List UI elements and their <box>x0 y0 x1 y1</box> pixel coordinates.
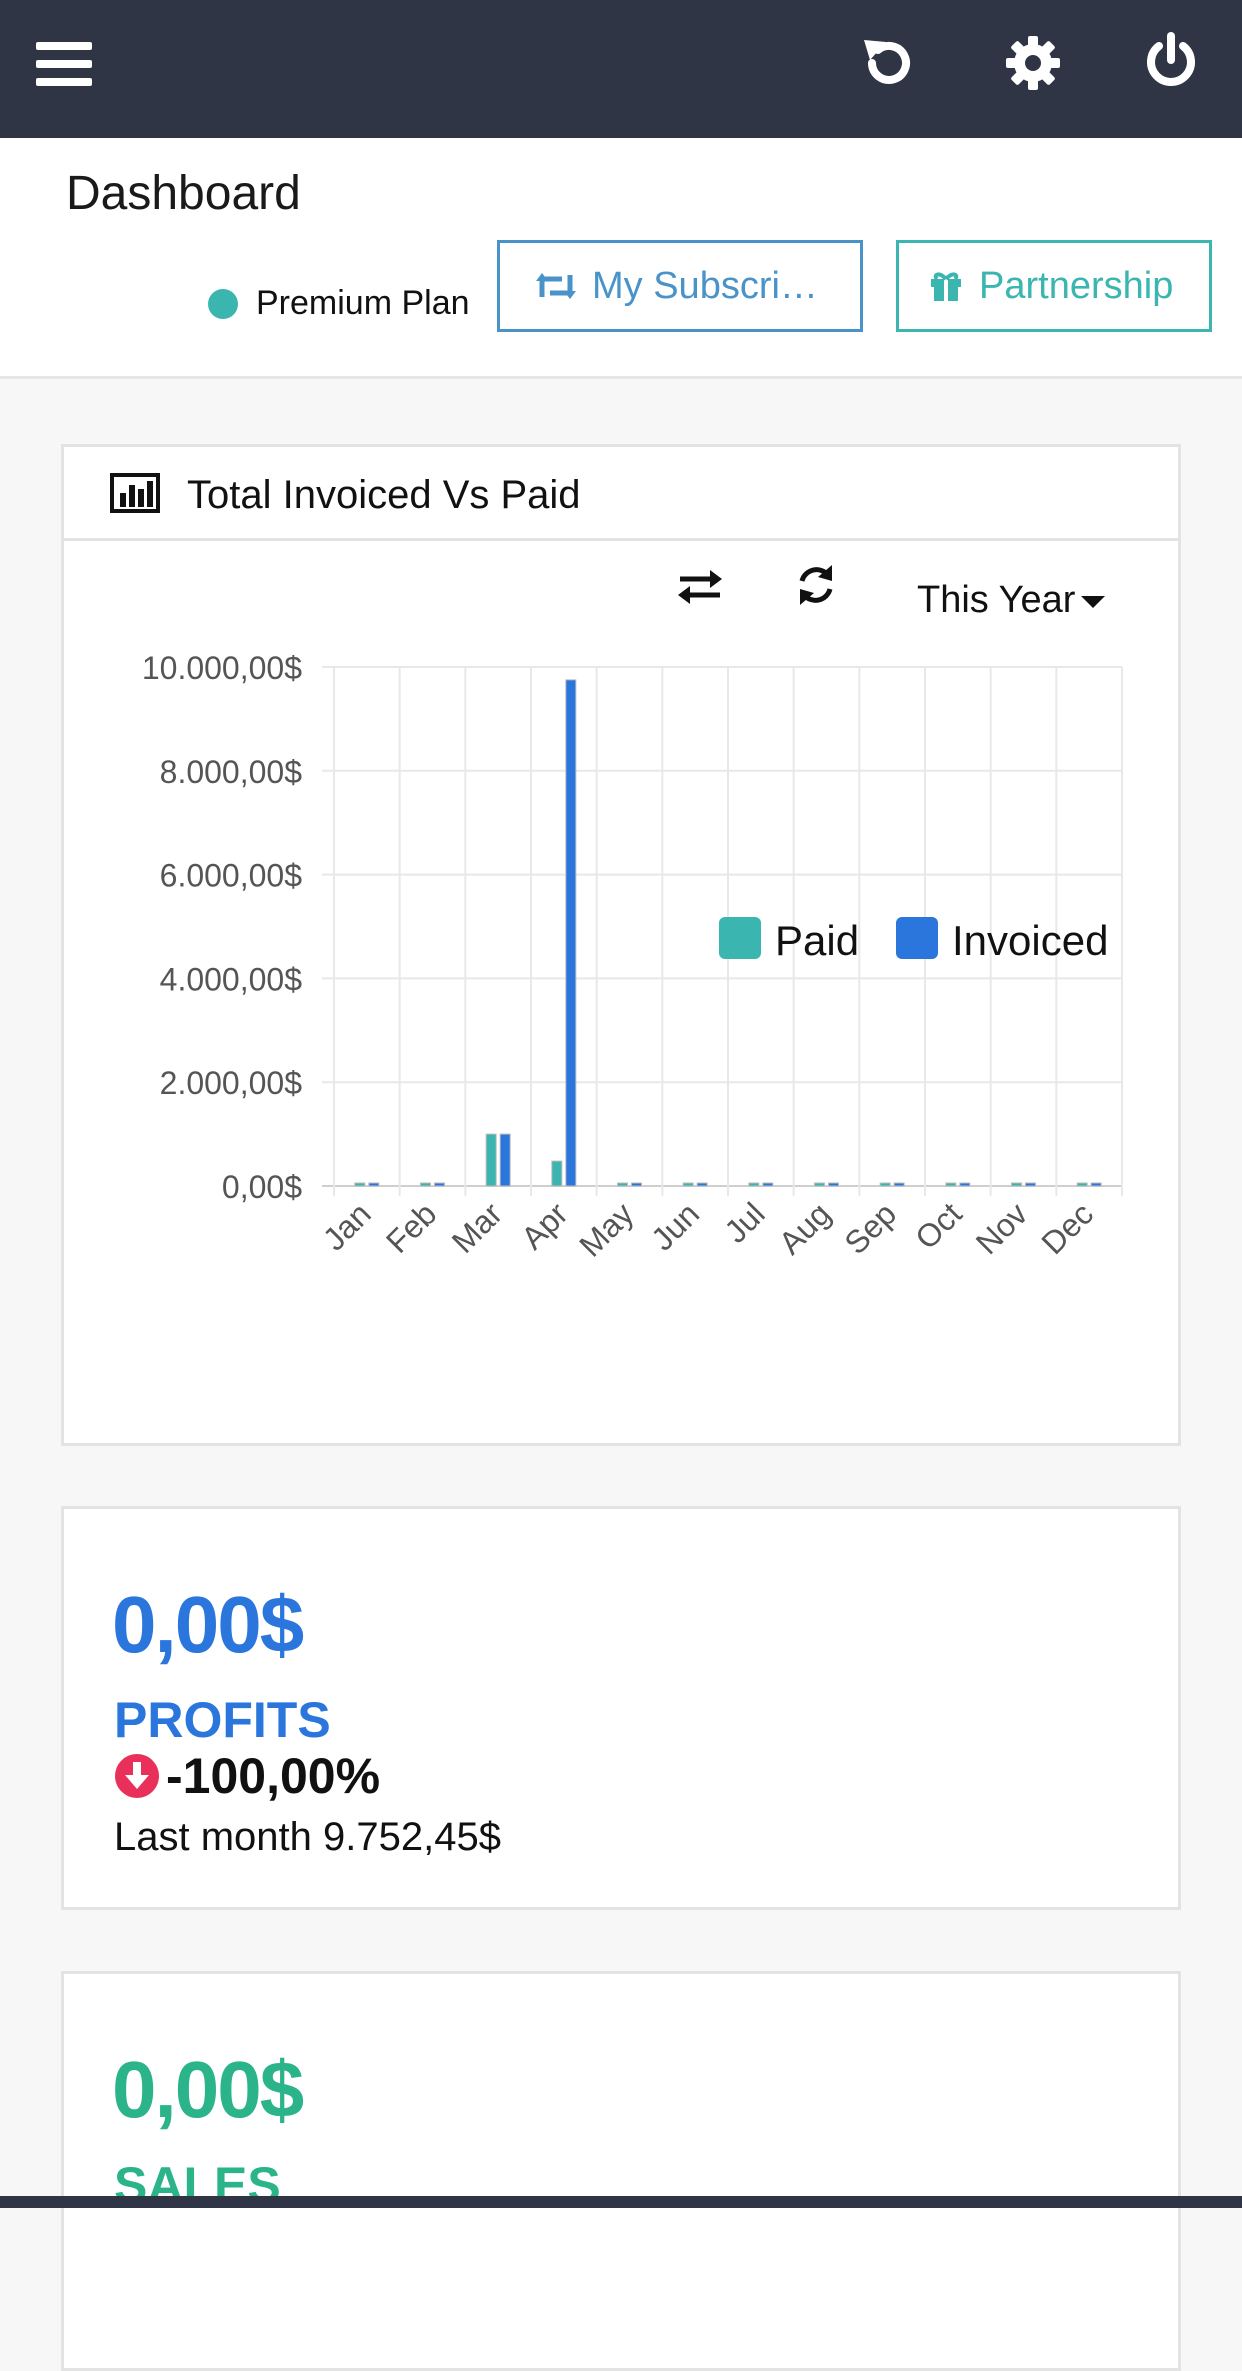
bar-invoiced-sep <box>893 1182 905 1187</box>
gear-icon[interactable] <box>1004 34 1062 92</box>
my-subscription-label: My Subscri… <box>592 264 818 307</box>
gift-icon <box>931 272 961 301</box>
dashboard-header: Dashboard Premium Plan My Subscri… Partn… <box>0 138 1242 379</box>
legend-swatch-invoiced <box>896 917 938 959</box>
plan-label: Premium Plan <box>256 284 470 322</box>
profits-change-value: -100,00% <box>166 1748 381 1804</box>
bar-invoiced-jan <box>368 1182 380 1187</box>
profits-value: 0,00$ <box>112 1580 304 1669</box>
my-subscription-button[interactable]: My Subscri… <box>497 240 863 332</box>
y-tick-label: 4.000,00$ <box>160 961 303 997</box>
bar-invoiced-may <box>631 1182 642 1187</box>
y-tick-label: 2.000,00$ <box>160 1065 303 1101</box>
bar-invoiced-mar <box>499 1133 511 1187</box>
y-tick-label: 6.000,00$ <box>160 858 303 894</box>
bar-paid-feb <box>420 1182 431 1187</box>
bar-paid-jan <box>354 1182 366 1187</box>
x-tick-label: Dec <box>1034 1195 1100 1261</box>
y-tick-label: 0,00$ <box>222 1169 302 1205</box>
x-tick-label: Mar <box>445 1195 510 1260</box>
legend-label-paid: Paid <box>775 917 859 964</box>
chevron-down-icon <box>1081 595 1106 608</box>
refresh-icon[interactable] <box>794 563 838 607</box>
bar-invoiced-nov <box>1025 1182 1036 1187</box>
x-tick-label: Sep <box>837 1195 903 1261</box>
page-title: Dashboard <box>66 167 301 220</box>
bar-paid-sep <box>879 1182 891 1187</box>
bar-invoiced-jun <box>696 1182 708 1187</box>
plan-indicator: Premium Plan <box>208 284 470 323</box>
x-tick-label: Jun <box>644 1195 706 1257</box>
chart-card-title: Total Invoiced Vs Paid <box>187 473 581 517</box>
x-tick-label: Jan <box>316 1195 378 1257</box>
bar-invoiced-feb <box>434 1182 445 1187</box>
invoiced-vs-paid-card: Total Invoiced Vs Paid This Year 0,00$ 2.… <box>61 444 1181 1446</box>
bar-invoiced-oct <box>959 1182 971 1187</box>
menu-icon[interactable] <box>36 40 92 88</box>
x-tick-label: Oct <box>908 1195 969 1256</box>
profits-change: -100,00% <box>114 1747 380 1805</box>
partnership-button[interactable]: Partnership <box>896 240 1212 332</box>
sales-value: 0,00$ <box>112 2045 304 2134</box>
profits-label: PROFITS <box>114 1692 331 1748</box>
x-tick-label: May <box>572 1195 640 1263</box>
bar-paid-apr <box>551 1160 563 1187</box>
retweet-icon <box>536 273 576 299</box>
bar-paid-dec <box>1076 1182 1088 1187</box>
date-range-label: This Year <box>917 579 1076 621</box>
x-tick-label: Nov <box>969 1195 1035 1261</box>
partnership-label: Partnership <box>979 264 1174 307</box>
plan-status-dot <box>208 288 238 319</box>
sales-card: 0,00$ SALES <box>61 1971 1181 2371</box>
y-tick-label: 10.000,00$ <box>142 650 302 686</box>
profits-last-month: Last month 9.752,45$ <box>114 1815 501 1859</box>
bar-paid-oct <box>945 1182 957 1187</box>
bar-chart-icon <box>110 473 160 513</box>
bottom-navigation-bar <box>0 2196 1242 2208</box>
bar-paid-may <box>617 1182 628 1187</box>
top-navigation-bar <box>0 0 1242 138</box>
x-tick-label: Aug <box>772 1195 838 1261</box>
bar-paid-aug <box>814 1182 825 1187</box>
power-icon[interactable] <box>1142 32 1200 90</box>
bar-paid-jun <box>682 1182 694 1187</box>
x-tick-label: Apr <box>514 1195 575 1256</box>
reload-icon[interactable] <box>860 34 918 92</box>
legend-swatch-paid <box>719 917 761 959</box>
bar-paid-mar <box>485 1133 497 1187</box>
legend-label-invoiced: Invoiced <box>952 917 1108 964</box>
x-tick-label: Feb <box>379 1195 443 1259</box>
x-tick-label: Jul <box>717 1195 771 1249</box>
bar-paid-nov <box>1011 1182 1022 1187</box>
bar-invoiced-apr <box>565 679 577 1187</box>
arrow-down-circle-icon <box>115 1754 159 1798</box>
y-tick-label: 8.000,00$ <box>160 754 303 790</box>
bar-invoiced-jul <box>762 1182 774 1187</box>
invoiced-vs-paid-chart: 0,00$ 2.000,00$ 4.000,00$ 6.000,00$ 8.000,00… <box>142 650 1123 1264</box>
swap-icon[interactable] <box>676 567 724 607</box>
bar-paid-jul <box>748 1182 760 1187</box>
date-range-dropdown[interactable]: This Year <box>917 579 1106 622</box>
bar-invoiced-aug <box>828 1182 839 1187</box>
bar-invoiced-dec <box>1090 1182 1102 1187</box>
chart-card-header: Total Invoiced Vs Paid <box>64 447 1178 541</box>
profits-card: 0,00$ PROFITS -100,00% Last month 9.752,… <box>61 1506 1181 1910</box>
